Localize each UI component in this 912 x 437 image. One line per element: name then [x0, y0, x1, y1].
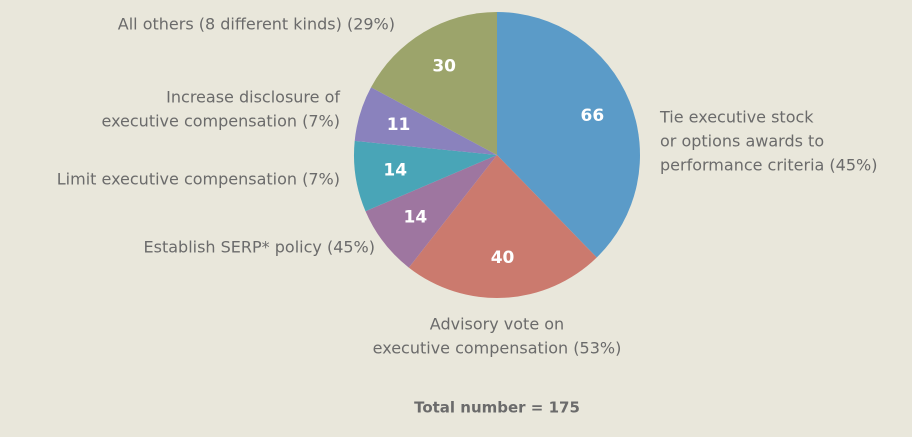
slice-label: Limit executive compensation (7%) — [57, 170, 340, 189]
slice-label: performance criteria (45%) — [660, 156, 877, 175]
slice-label: executive compensation (53%) — [373, 339, 622, 358]
slice-label: Establish SERP* policy (45%) — [144, 238, 375, 257]
pie-slice — [354, 87, 497, 155]
pie-slice — [365, 155, 497, 268]
slice-label: or options awards to — [660, 132, 824, 151]
data-label: 66 — [581, 106, 605, 126]
slice-label: Advisory vote on — [430, 315, 564, 334]
pie-slice — [354, 140, 497, 212]
data-label: 11 — [387, 115, 411, 135]
data-label: 14 — [383, 161, 407, 181]
slice-label: Increase disclosure of — [166, 88, 340, 107]
slice-label: executive compensation (7%) — [102, 112, 341, 131]
slice-label: Tie executive stock — [659, 108, 814, 127]
data-label: 14 — [404, 208, 428, 228]
pie-slice — [408, 155, 597, 298]
data-label: 30 — [432, 57, 456, 77]
data-label: 40 — [491, 248, 515, 268]
slice-label: All others (8 different kinds) (29%) — [118, 15, 395, 34]
pie-slice — [497, 12, 640, 258]
pie-slice — [371, 12, 497, 155]
total-label: Total number = 175 — [414, 399, 580, 417]
